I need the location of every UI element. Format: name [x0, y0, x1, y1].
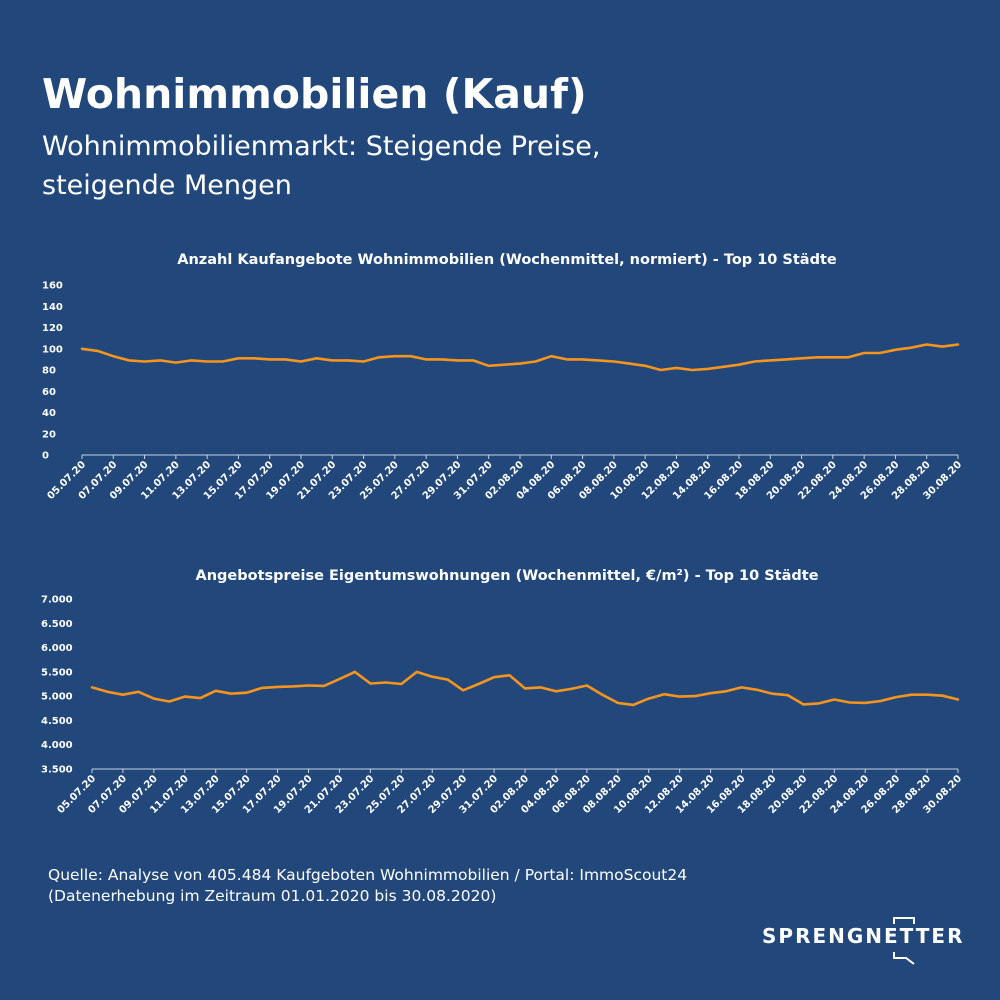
- source-note: Quelle: Analyse von 405.484 Kaufgeboten …: [48, 865, 687, 907]
- y-tick-label: 20: [42, 429, 56, 440]
- y-tick-label: 80: [42, 366, 56, 377]
- y-tick-label: 6.500: [41, 619, 73, 630]
- y-tick-label: 4.500: [41, 716, 73, 727]
- y-tick-label: 60: [42, 387, 56, 398]
- y-tick-label: 5.500: [41, 667, 73, 678]
- y-tick-label: 5.000: [41, 692, 73, 703]
- logo-text: SPRENGNETTER: [762, 924, 965, 948]
- subtitle-line-2: steigende Mengen: [42, 170, 292, 201]
- y-tick-label: 140: [42, 302, 63, 313]
- y-tick-label: 6.000: [41, 643, 73, 654]
- series-line: [80, 343, 960, 372]
- y-tick-label: 120: [42, 323, 63, 334]
- series-line: [90, 670, 960, 707]
- price-per-sqm-chart: Angebotspreise Eigentumswohnungen (Woche…: [41, 568, 964, 816]
- page-subtitle: Wohnimmobilienmarkt: Steigende Preise, s…: [42, 127, 802, 205]
- y-tick-label: 0: [42, 451, 49, 462]
- y-tick-label: 160: [42, 281, 63, 292]
- chart-title: Anzahl Kaufangebote Wohnimmobilien (Woch…: [177, 252, 837, 268]
- page-title: Wohnimmobilien (Kauf): [42, 70, 587, 118]
- y-tick-label: 4.000: [41, 740, 73, 751]
- subtitle-line-1: Wohnimmobilienmarkt: Steigende Preise,: [42, 131, 601, 162]
- listings-count-chart: Anzahl Kaufangebote Wohnimmobilien (Woch…: [42, 252, 964, 502]
- y-tick-label: 100: [42, 344, 63, 355]
- logo-bracket-icon: [893, 917, 915, 965]
- y-tick-label: 40: [42, 408, 56, 419]
- y-tick-label: 3.500: [41, 765, 73, 776]
- source-line-1: Quelle: Analyse von 405.484 Kaufgeboten …: [48, 866, 688, 884]
- chart-title: Angebotspreise Eigentumswohnungen (Woche…: [195, 568, 818, 584]
- y-tick-label: 7.000: [41, 595, 73, 606]
- sprengnetter-logo: SPRENGNETTER: [762, 910, 965, 970]
- source-line-2: (Datenerhebung im Zeitraum 01.01.2020 bi…: [48, 887, 497, 905]
